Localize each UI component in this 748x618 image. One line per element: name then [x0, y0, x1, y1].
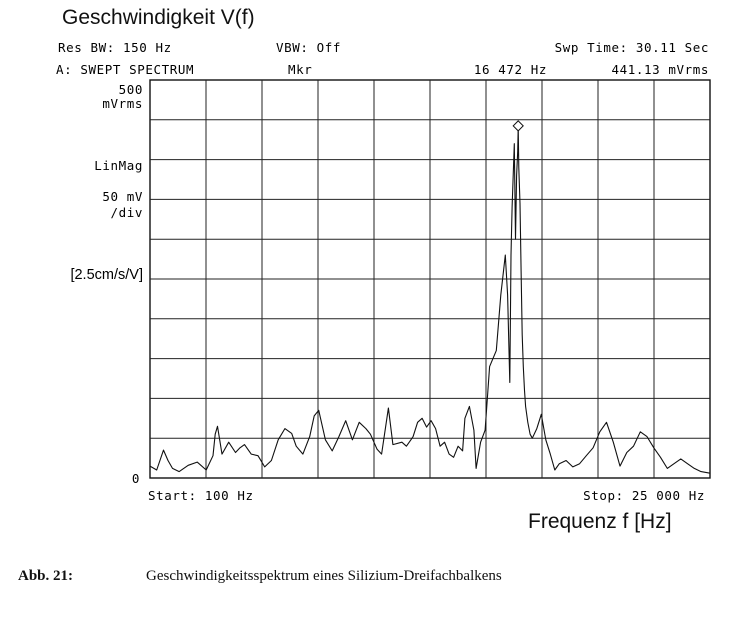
y-sensitivity-label: [2.5cm/s/V] — [70, 267, 143, 283]
figure-caption-text: Geschwindigkeitsspektrum eines Silizium-… — [146, 568, 502, 584]
y-top-value: 500 — [119, 82, 143, 97]
marker-value: 441.13 mVrms — [611, 62, 709, 77]
marker-label: Mkr — [288, 62, 312, 77]
y-scale-mode: LinMag — [94, 158, 143, 173]
marker-frequency: 16 472 Hz — [474, 62, 547, 77]
trace-mode-label: A: SWEPT SPECTRUM — [56, 62, 194, 77]
x-start-label: Start: 100 Hz — [148, 488, 254, 503]
y-per-div-value: 50 mV — [102, 189, 143, 204]
vbw-label: VBW: Off — [276, 40, 341, 55]
x-axis-unit-label: Frequenz f [Hz] — [528, 510, 672, 533]
figure-caption-label: Abb. 21: — [18, 568, 74, 584]
peak-marker — [512, 120, 524, 132]
y-per-div-unit: /div — [110, 205, 143, 220]
chart-title: Geschwindigkeit V(f) — [62, 6, 255, 29]
res-bw-label: Res BW: 150 Hz — [58, 40, 172, 55]
y-top-unit: mVrms — [102, 96, 143, 111]
plot-grid — [149, 79, 711, 479]
x-stop-label: Stop: 25 000 Hz — [583, 488, 705, 503]
y-zero-label: 0 — [132, 471, 140, 486]
marker-diamond-icon — [512, 120, 524, 132]
spectrum-trace — [149, 126, 711, 474]
sweep-time-label: Swp Time: 30.11 Sec — [555, 40, 709, 55]
